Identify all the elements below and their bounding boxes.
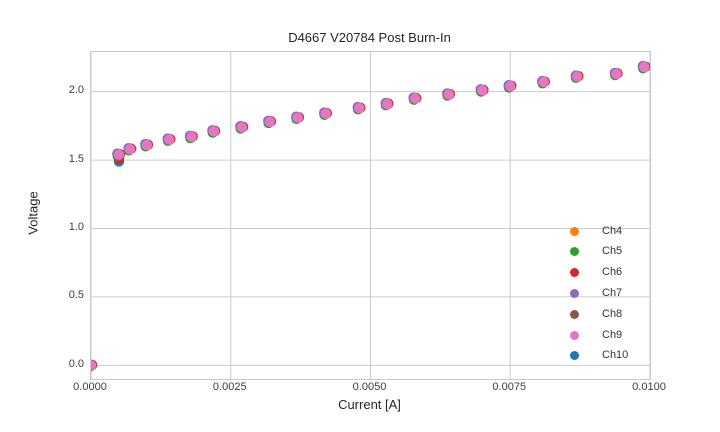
x-tick-label: 0.0075 [492,381,527,393]
data-point [382,98,393,110]
data-point [186,131,197,143]
y-tick-label: 0.5 [68,289,84,302]
data-point [505,81,516,92]
y-tick-label: 2.0 [68,84,84,97]
data-point [208,126,220,137]
data-point [164,134,175,145]
x-tick-label: 0.0025 [212,381,247,393]
y-tick-label: 1.0 [68,220,84,233]
data-point [410,93,421,104]
data-point [477,85,488,96]
data-point [320,108,331,119]
data-point [124,143,136,155]
x-axis-label: Current [A] [338,397,401,412]
data-point [639,61,650,73]
data-point [236,122,248,133]
plot-area: Ch4 Ch5 Ch6 Ch7 Ch8 Ch9 Ch10 [90,51,651,380]
y-tick-label: 0.0 [68,357,84,370]
data-point [538,76,549,88]
x-tick-label: 0.0100 [632,381,666,393]
x-tick-label: 0.0050 [352,381,387,393]
chart-title: D4667 V20784 Post Burn-In [288,30,451,45]
data-point [292,112,304,123]
data-point [572,71,583,82]
data-point [354,102,365,114]
data-point [264,116,276,127]
data-point [141,139,153,151]
data-point [91,360,97,371]
y-tick-label: 1.5 [68,152,84,165]
x-tick-label: 0.0000 [73,381,107,393]
data-point [611,68,622,80]
data-point [113,149,125,160]
data-point [443,89,454,100]
plot-canvas [91,52,650,379]
